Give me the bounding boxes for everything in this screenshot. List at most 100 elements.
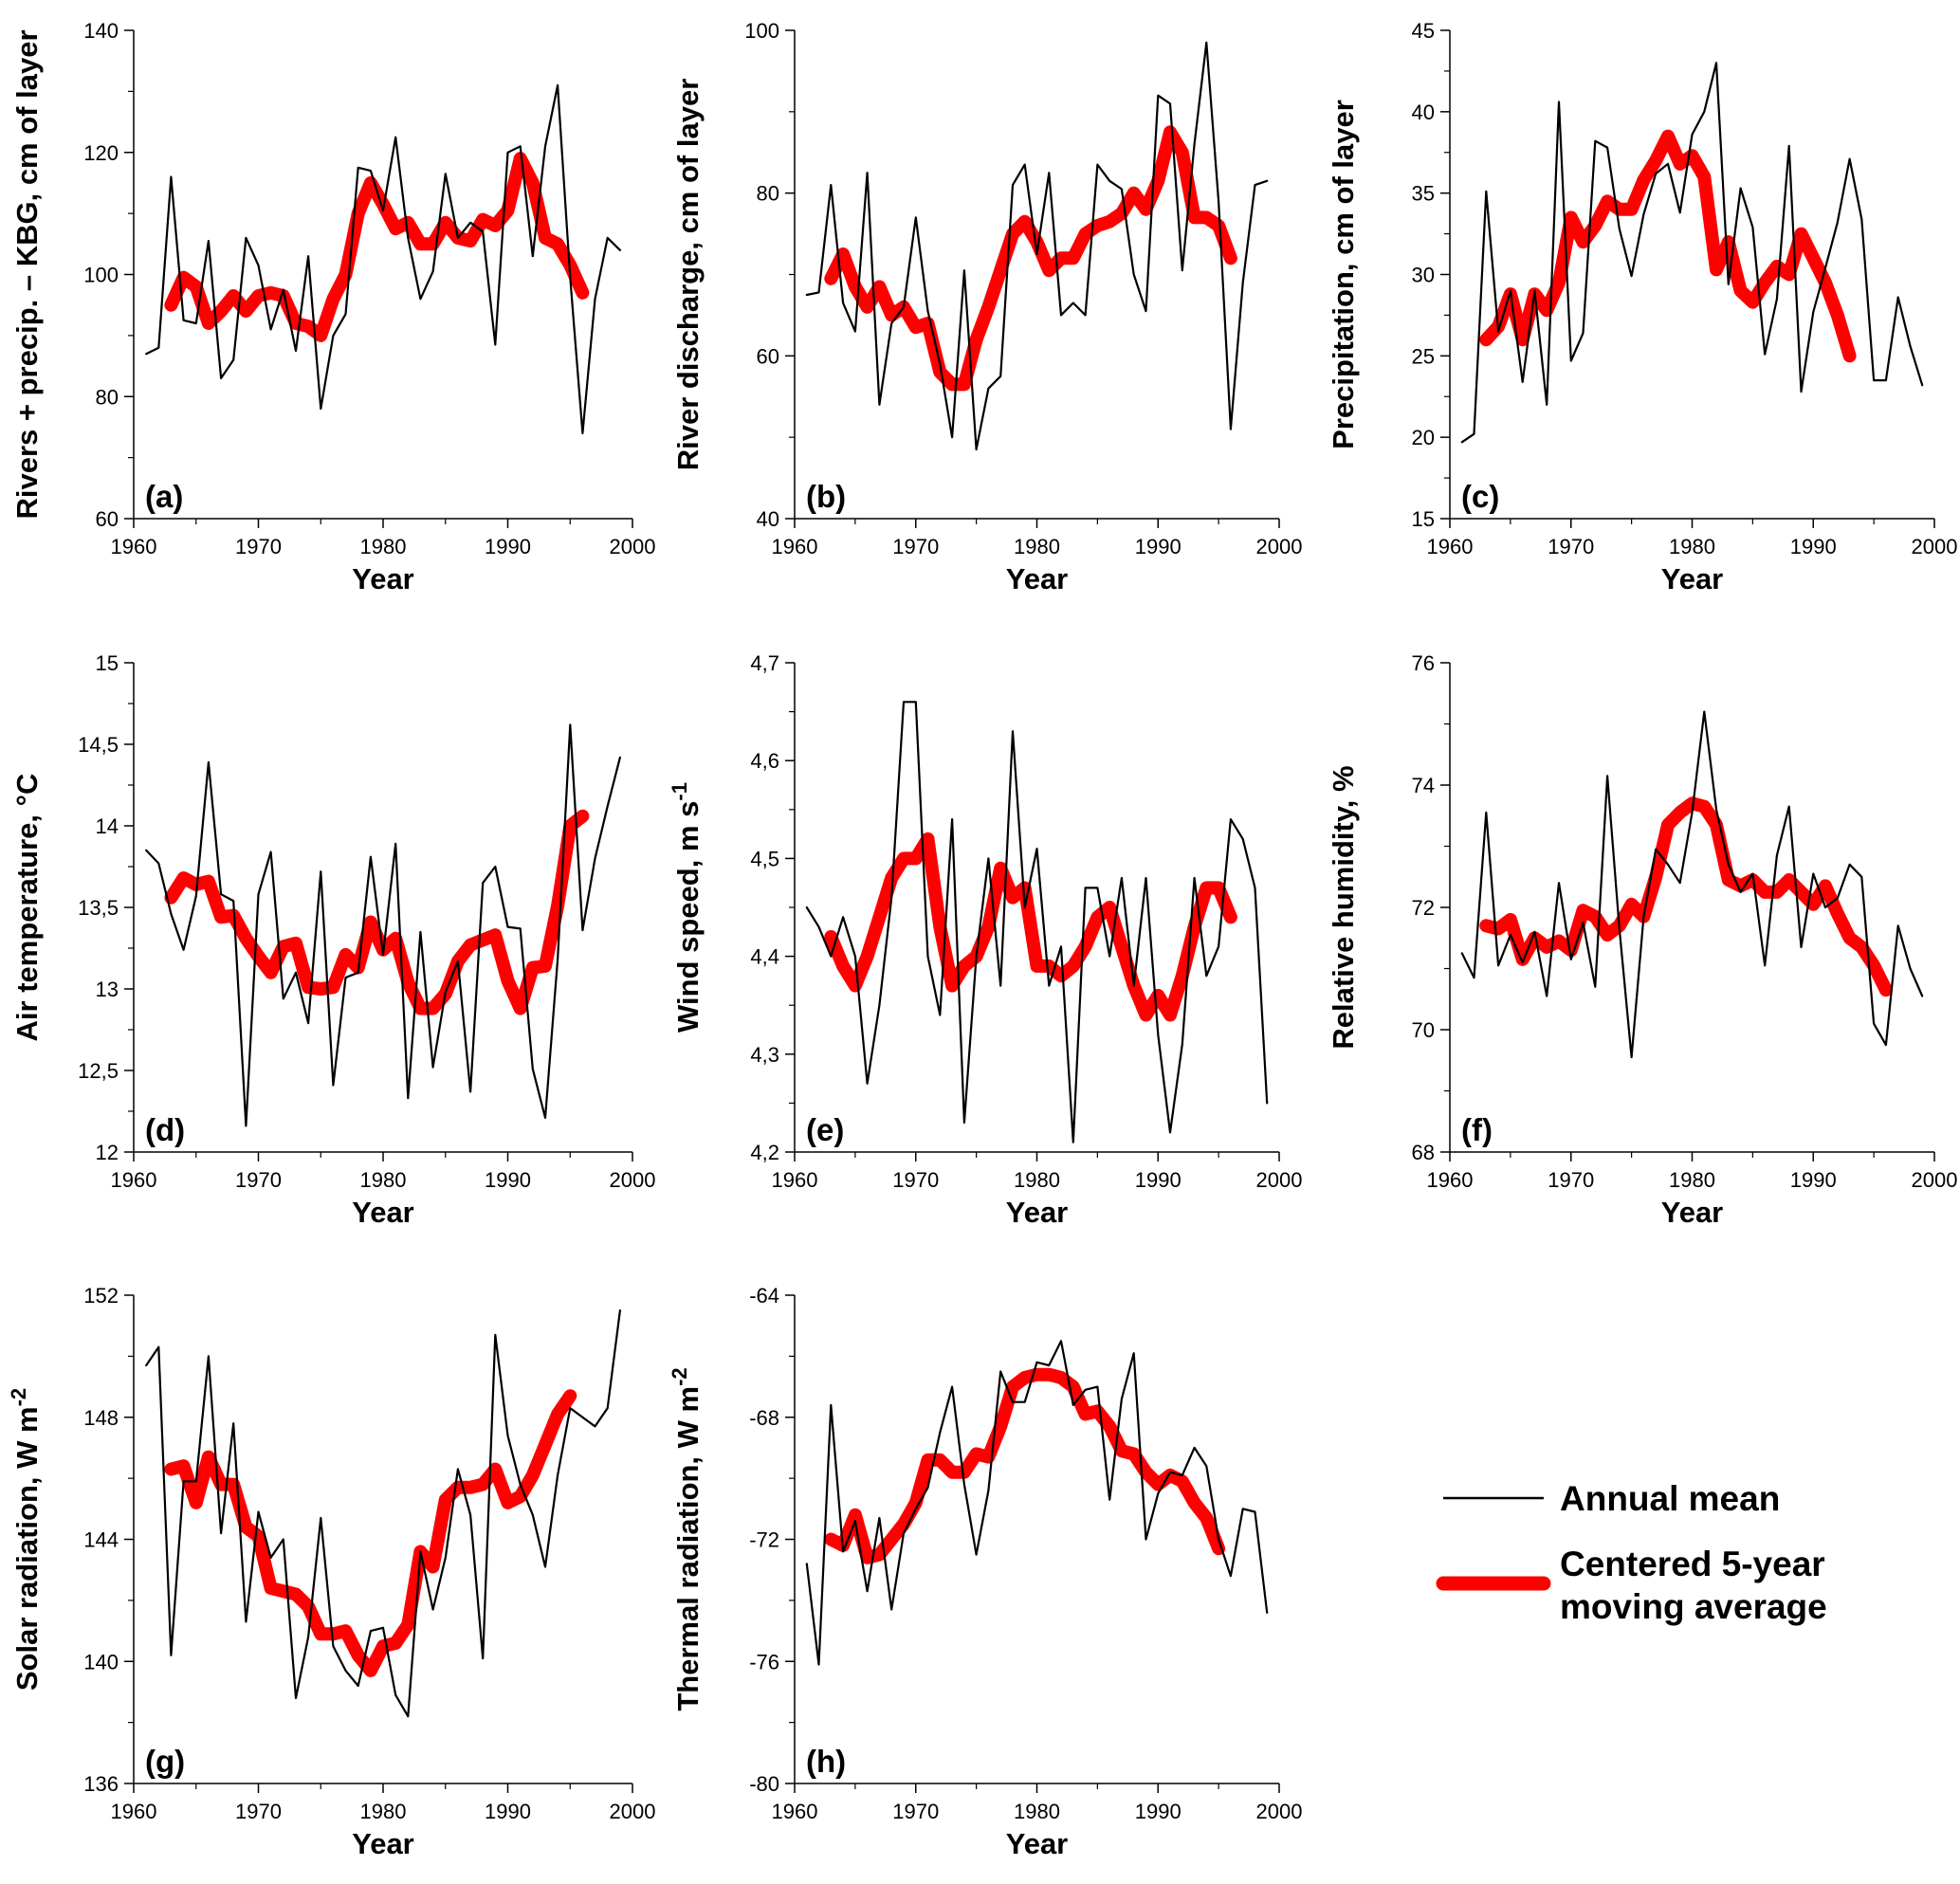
x-tick-label: 1970 bbox=[1548, 1168, 1594, 1192]
panel-a: 60 80 100 120 140 1960 1970 1980 1990 2000 Year Riv… bbox=[10, 19, 655, 595]
y-axis-title-text: Thermal radiation, W m bbox=[671, 1386, 705, 1711]
x-tick-label: 1970 bbox=[1548, 535, 1594, 558]
y-tick-label: 14 bbox=[96, 814, 119, 838]
x-tick-label: 1970 bbox=[235, 1168, 282, 1192]
x-tick-label: 2000 bbox=[610, 535, 656, 558]
y-tick-label: 20 bbox=[1412, 426, 1435, 449]
x-tick-label: 2000 bbox=[610, 1800, 656, 1823]
x-axis-title: Year bbox=[1006, 562, 1069, 595]
y-tick-label: 4,2 bbox=[750, 1141, 779, 1164]
y-tick-label: 120 bbox=[83, 141, 119, 165]
y-tick-label: 14,5 bbox=[78, 733, 119, 757]
x-axis-title: Year bbox=[1006, 1827, 1069, 1860]
y-axis-title-text: Solar radiation, W m bbox=[10, 1406, 44, 1691]
x-tick-label: 2000 bbox=[1256, 1168, 1303, 1192]
y-tick-label: 140 bbox=[83, 1650, 119, 1674]
moving-average-line bbox=[824, 832, 1237, 1022]
x-tick-label: 2000 bbox=[1912, 1168, 1958, 1192]
y-tick-label: 35 bbox=[1412, 182, 1435, 206]
y-axis-title: Wind speed, m s-1 bbox=[668, 782, 705, 1033]
x-tick-label: 1990 bbox=[1135, 1800, 1181, 1823]
y-tick-label: -64 bbox=[749, 1284, 779, 1308]
y-axis-title-text: Wind speed, m s bbox=[671, 801, 705, 1033]
panel-label: (d) bbox=[145, 1112, 185, 1147]
panel-label: (e) bbox=[806, 1112, 844, 1147]
x-tick-label: 1990 bbox=[485, 1168, 531, 1192]
y-axis-title: River discharge, cm of layer bbox=[671, 79, 705, 471]
annual-mean-line bbox=[805, 701, 1269, 1143]
y-tick-label: 4,7 bbox=[750, 651, 779, 675]
x-tick-label: 1960 bbox=[111, 1168, 157, 1192]
y-axis-title: Rivers + precip. – KBG, cm of layer bbox=[10, 29, 44, 519]
panel-e: 4,2 4,3 4,4 4,5 4,6 4,7 1960 1970 1980 1990 2000 Ye… bbox=[668, 651, 1302, 1229]
y-tick-label: 144 bbox=[83, 1528, 119, 1552]
y-tick-label: 4,5 bbox=[750, 847, 779, 870]
y-axis-title-text: Precipitation, cm of layer bbox=[1327, 100, 1360, 449]
x-tick-label: 1960 bbox=[111, 1800, 157, 1823]
x-tick-label: 1970 bbox=[235, 1800, 282, 1823]
y-tick-label: 140 bbox=[83, 19, 119, 43]
y-tick-label: -76 bbox=[749, 1650, 779, 1674]
y-tick-label: 12,5 bbox=[78, 1059, 119, 1083]
x-tick-label: 2000 bbox=[1912, 535, 1958, 558]
y-tick-label: -68 bbox=[749, 1406, 779, 1430]
y-axis-title: Thermal radiation, W m-2 bbox=[668, 1367, 705, 1710]
moving-average-line bbox=[824, 1367, 1226, 1564]
y-tick-label: 100 bbox=[744, 19, 779, 43]
y-tick-label: 70 bbox=[1412, 1018, 1435, 1042]
x-tick-label: 1980 bbox=[1669, 1168, 1715, 1192]
x-tick-label: 1960 bbox=[1427, 535, 1474, 558]
moving-average-line bbox=[1479, 129, 1857, 363]
panel-label: (b) bbox=[806, 479, 846, 514]
panel-f: 68 70 72 74 76 1960 1970 1980 1990 2000 Year Relati… bbox=[1327, 651, 1957, 1229]
y-tick-label: 25 bbox=[1412, 344, 1435, 368]
annual-mean-line bbox=[1460, 62, 1924, 444]
y-tick-label: 72 bbox=[1412, 896, 1435, 920]
x-tick-label: 1990 bbox=[1135, 535, 1181, 558]
panel-h: -80 -76 -72 -68 -64 1960 1970 1980 1990 2000 Year T… bbox=[668, 1284, 1302, 1860]
x-tick-label: 1990 bbox=[1790, 1168, 1837, 1192]
panel-label: (g) bbox=[145, 1744, 185, 1779]
x-tick-label: 1960 bbox=[772, 1800, 818, 1823]
x-tick-label: 1970 bbox=[235, 535, 282, 558]
y-axis-title: Solar radiation, W m-2 bbox=[7, 1388, 44, 1691]
x-tick-label: 2000 bbox=[1256, 535, 1303, 558]
x-tick-label: 1980 bbox=[1014, 1800, 1060, 1823]
x-axis-title: Year bbox=[352, 1196, 414, 1229]
x-axis-title: Year bbox=[1006, 1196, 1069, 1229]
moving-average-line bbox=[164, 809, 590, 1015]
y-axis-title: Relative humidity, % bbox=[1327, 765, 1360, 1049]
y-tick-label: 4,6 bbox=[750, 749, 779, 773]
y-tick-label: 4,4 bbox=[750, 945, 779, 969]
x-tick-label: 1960 bbox=[1427, 1168, 1474, 1192]
x-tick-label: 1980 bbox=[1014, 1168, 1060, 1192]
y-tick-label: 80 bbox=[757, 182, 779, 206]
y-tick-label: -80 bbox=[749, 1772, 779, 1796]
x-tick-label: 2000 bbox=[1256, 1800, 1303, 1823]
x-tick-label: 1970 bbox=[892, 1168, 939, 1192]
x-tick-label: 1970 bbox=[892, 535, 939, 558]
y-axis-title: Precipitation, cm of layer bbox=[1327, 100, 1360, 449]
y-tick-label: 13,5 bbox=[78, 896, 119, 920]
y-axis-title-text: Rivers + precip. – KBG, cm of layer bbox=[10, 29, 44, 519]
y-axis-title: Air temperature, °C bbox=[10, 774, 44, 1042]
panel-d: 12 12,5 13 13,5 14 14,5 15 1960 1970 1980 1990 2000… bbox=[10, 651, 655, 1229]
y-tick-label: 15 bbox=[1412, 507, 1435, 531]
y-axis-title-superscript: -1 bbox=[668, 782, 691, 801]
y-tick-label: 45 bbox=[1412, 19, 1435, 43]
x-axis-title: Year bbox=[352, 1827, 414, 1860]
x-tick-label: 1980 bbox=[360, 1168, 407, 1192]
x-axis-title: Year bbox=[352, 562, 414, 595]
panels-container: 60 80 100 120 140 1960 1970 1980 1990 2000 Year Riv… bbox=[7, 19, 1957, 1860]
y-tick-label: 74 bbox=[1412, 774, 1435, 797]
x-tick-label: 1980 bbox=[1014, 535, 1060, 558]
y-tick-label: 80 bbox=[96, 385, 119, 409]
annual-mean-line bbox=[145, 83, 622, 434]
y-tick-label: 4,3 bbox=[750, 1043, 779, 1067]
panel-c: 15 20 25 30 35 40 45 1960 1970 1980 1990 2000 Year Pr… bbox=[1327, 19, 1957, 595]
y-tick-label: 40 bbox=[1412, 101, 1435, 124]
y-axis-title-text: Air temperature, °C bbox=[10, 774, 44, 1042]
annual-mean-line bbox=[1460, 710, 1924, 1059]
x-tick-label: 2000 bbox=[610, 1168, 656, 1192]
